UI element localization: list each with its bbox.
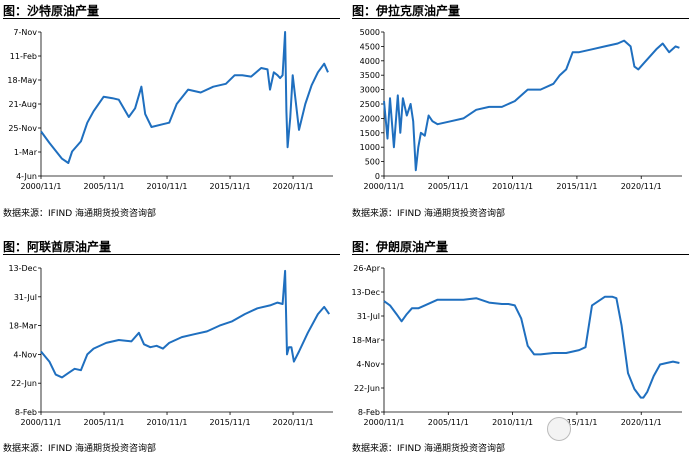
y-tick-label: 3500 (360, 71, 380, 80)
x-tick-label: 2005/11/1 (83, 182, 124, 191)
title-rule (3, 254, 340, 255)
y-tick-label: 4-Nov (356, 360, 380, 369)
y-tick-label: 1500 (360, 129, 380, 138)
y-tick-label: 8-Feb (358, 408, 380, 417)
source-note: 数据来源：IFIND 海通期货投资咨询部 (3, 444, 157, 454)
y-tick-label: 18-May (7, 76, 37, 85)
x-tick-label: 2010/11/1 (492, 182, 533, 191)
x-tick-label: 2000/11/1 (20, 418, 61, 427)
chart-title: 图：伊朗原油产量 (352, 240, 449, 254)
x-tick-label: 2010/11/1 (492, 418, 533, 427)
chart-title: 图：沙特原油产量 (3, 4, 100, 18)
source-note: 数据来源：IFIND 海通期货投资咨询部 (352, 444, 506, 454)
x-tick-label: 2015/11/1 (210, 182, 251, 191)
chart-saudi: 7-Nov11-Feb18-May21-Aug25-Nov1-Mar4-Jun2… (7, 28, 333, 191)
y-tick-label: 3000 (360, 86, 380, 95)
series-line (383, 295, 680, 399)
x-tick-label: 2020/11/1 (273, 182, 314, 191)
title-rule (352, 254, 689, 255)
x-tick-label: 2015/11/1 (556, 182, 597, 191)
chart-uae: 13-Dec 31-Jul 18-Mar 4-Nov 22-Jun 8-Feb2000/1… (8, 264, 333, 427)
title-rule (3, 18, 340, 19)
source-note: 数据来源：IFIND 海通期货投资咨询部 (352, 209, 506, 219)
y-tick-label: 7-Nov (13, 28, 37, 37)
y-tick-label: 18-Mar (9, 322, 38, 331)
chart-iran: 26-Apr 13-Dec 31-Jul 18-Mar 4-Nov 22-Jun 8-Feb… (351, 264, 682, 427)
series-line (383, 39, 680, 172)
chart-title: 图：阿联酋原油产量 (3, 240, 112, 254)
y-tick-label: 4500 (360, 42, 380, 51)
y-tick-label: 4000 (360, 57, 380, 66)
x-tick-label: 2000/11/1 (363, 182, 404, 191)
x-tick-label: 2015/11/1 (210, 418, 251, 427)
y-tick-label: 13-Dec (8, 264, 37, 273)
y-tick-label: 21-Aug (8, 100, 37, 109)
series-line (40, 31, 329, 164)
x-tick-label: 2005/11/1 (428, 418, 469, 427)
y-tick-label: 13-Dec (351, 288, 380, 297)
wechat-icon (547, 417, 571, 441)
y-tick-label: 31-Jul (14, 293, 37, 302)
y-tick-label: 18-Mar (352, 336, 381, 345)
title-rule (352, 18, 689, 19)
y-tick-label: 4-Nov (13, 350, 37, 359)
chart-title: 图：伊拉克原油产量 (352, 4, 461, 18)
y-tick-label: 25-Nov (8, 124, 37, 133)
series-line (40, 269, 331, 379)
y-tick-label: 5000 (360, 28, 380, 37)
watermark (547, 417, 571, 441)
y-tick-label: 11-Feb (10, 52, 37, 61)
y-tick-label: 22-Jun (354, 384, 380, 393)
y-tick-label: 1-Mar (14, 148, 38, 157)
y-tick-label: 1000 (360, 143, 380, 152)
x-tick-label: 2015/11/1 (556, 418, 597, 427)
x-tick-label: 2020/11/1 (621, 182, 662, 191)
x-tick-label: 2020/11/1 (273, 418, 314, 427)
y-tick-label: 4-Jun (16, 172, 37, 181)
y-tick-label: 500 (365, 158, 380, 167)
y-tick-label: 2500 (360, 100, 380, 109)
chart-iraq: 0 500 1000 1500 2000 2500 3000 3500 4000 4500 5000… (360, 28, 682, 191)
x-tick-label: 2005/11/1 (428, 182, 469, 191)
source-note: 数据来源：IFIND 海通期货投资咨询部 (3, 209, 157, 219)
y-tick-label: 26-Apr (353, 264, 380, 273)
y-tick-label: 31-Jul (357, 312, 380, 321)
x-tick-label: 2005/11/1 (83, 418, 124, 427)
y-tick-label: 22-Jun (11, 379, 37, 388)
y-tick-label: 0 (375, 172, 380, 181)
x-tick-label: 2000/11/1 (20, 182, 61, 191)
x-tick-label: 2010/11/1 (147, 418, 188, 427)
x-tick-label: 2010/11/1 (147, 182, 188, 191)
y-tick-label: 8-Feb (15, 408, 37, 417)
x-tick-label: 2020/11/1 (621, 418, 662, 427)
y-tick-label: 2000 (360, 114, 380, 123)
x-tick-label: 2000/11/1 (363, 418, 404, 427)
